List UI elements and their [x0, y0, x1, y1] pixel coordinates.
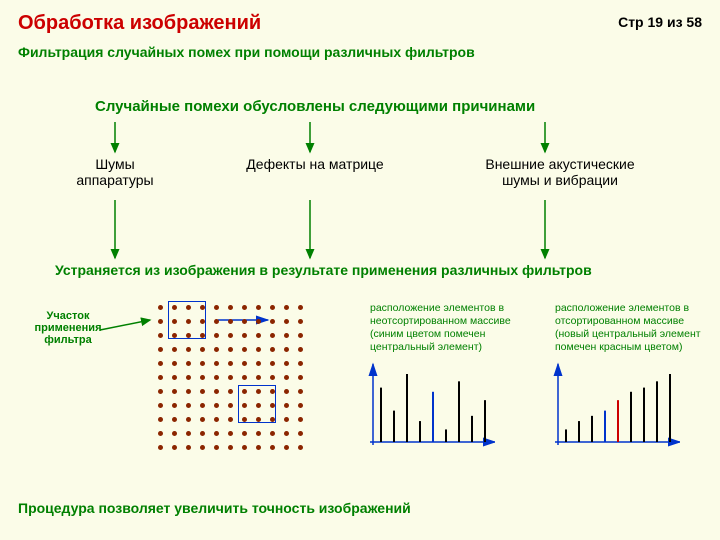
cause-1: Шумы аппаратуры — [60, 156, 170, 188]
conclusion: Процедура позволяет увеличить точность и… — [18, 500, 411, 516]
subtitle: Фильтрация случайных помех при помощи ра… — [18, 44, 475, 60]
causes-header: Случайные помехи обусловлены следующими … — [95, 98, 535, 115]
unsorted-caption: расположение элементов в неотсортированн… — [370, 302, 530, 355]
page-title: Обработка изображений — [18, 12, 261, 35]
kernel-box-1 — [168, 301, 206, 339]
result-line: Устраняется из изображения в результате … — [55, 262, 592, 278]
cause-2: Дефекты на матрице — [230, 156, 400, 172]
chart-unsorted — [365, 362, 495, 454]
kernel-box-2 — [238, 385, 276, 423]
cause-3: Внешние акустические шумы и вибрации — [460, 156, 660, 188]
filter-area-label: Участок применения фильтра — [28, 310, 108, 346]
page-indicator: Стр 19 из 58 — [618, 14, 702, 30]
sorted-caption: расположение элементов в отсортированном… — [555, 302, 715, 355]
chart-sorted — [550, 362, 680, 454]
